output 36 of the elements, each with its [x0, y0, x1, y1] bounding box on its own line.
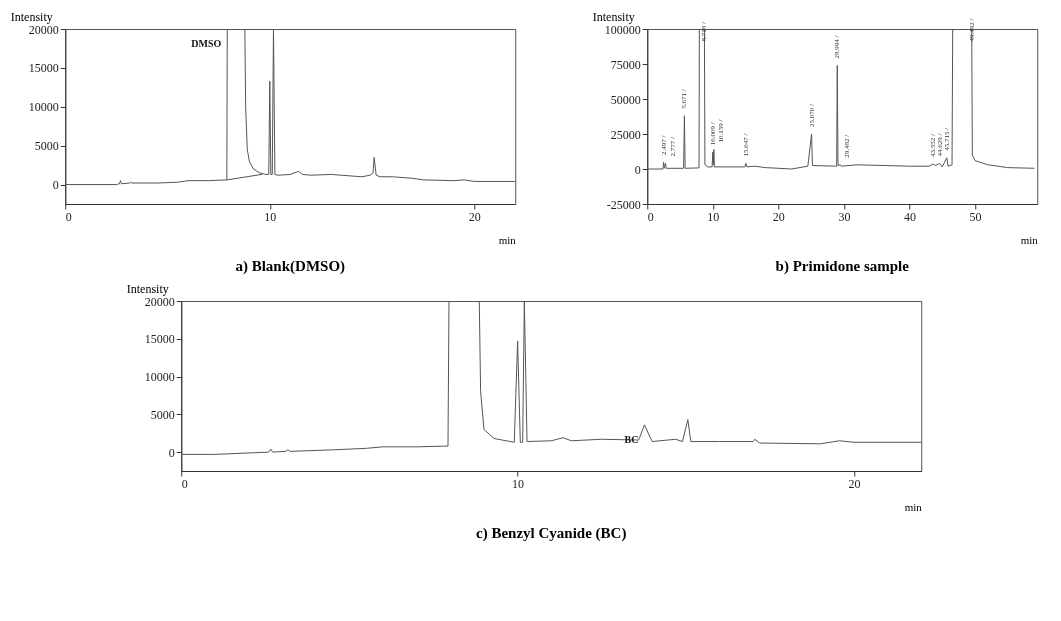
y-tick-label: 15000 [28, 61, 59, 76]
y-tick-label: 10000 [144, 370, 175, 385]
y-tick-label: 50000 [610, 92, 641, 107]
y-tick-label: 25000 [610, 127, 641, 142]
y-axis-title: Intensity [10, 9, 53, 24]
x-tick-label: 30 [838, 209, 851, 224]
y-tick-label: 75000 [610, 57, 641, 72]
text: b) Primidone sample [775, 258, 910, 275]
y-tick-label: 10000 [28, 100, 59, 115]
y-axis-title: Intensity [126, 281, 169, 296]
y-tick-label: 0 [168, 445, 175, 460]
x-tick-label: 10 [264, 209, 277, 224]
x-axis-title: min [498, 233, 517, 246]
x-tick-label: 10 [512, 476, 525, 491]
x-tick-label: 0 [647, 209, 654, 224]
x-axis-title: min [904, 500, 923, 513]
x-tick-label: 20 [772, 209, 785, 224]
annotation: BC [624, 433, 639, 445]
x-tick-label: 20 [848, 476, 861, 491]
annotation: DMSO [191, 38, 222, 49]
y-tick-label: -25000 [606, 197, 641, 212]
text: a) Blank(DMSO) [235, 258, 346, 275]
text: c) Benzyl Cyanide (BC) [476, 525, 627, 542]
y-axis-title: Intensity [592, 9, 635, 24]
y-tick-label: 5000 [150, 407, 175, 422]
y-tick-label: 0 [634, 162, 641, 177]
x-tick-label: 0 [65, 209, 72, 224]
x-axis-title: min [1020, 233, 1039, 246]
y-tick-label: 15000 [144, 332, 175, 347]
x-tick-label: 50 [969, 209, 982, 224]
x-tick-label: 0 [181, 476, 188, 491]
x-tick-label: 40 [903, 209, 916, 224]
x-tick-label: 20 [468, 209, 481, 224]
y-tick-label: 5000 [34, 139, 59, 154]
x-tick-label: 10 [707, 209, 720, 224]
y-tick-label: 0 [52, 178, 59, 193]
